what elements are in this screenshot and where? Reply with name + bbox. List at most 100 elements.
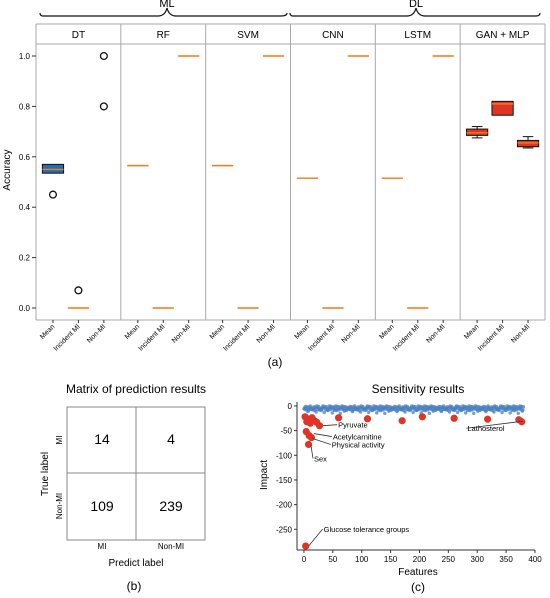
x-tick-label: Mean [294, 323, 311, 340]
dl-group-brace [289, 7, 541, 17]
facet-title: CNN [322, 30, 344, 41]
matrix-cell-mi-nonmi: 4 [167, 431, 175, 447]
annotation-arrow [313, 433, 332, 437]
feature-point [521, 408, 525, 412]
x-tick-label: Mean [209, 323, 226, 340]
x-tick-label: Non-MI [425, 323, 446, 344]
facet-title: RF [157, 30, 170, 41]
y-tick-label: 0.8 [19, 102, 31, 111]
facet-title: LSTM [404, 30, 431, 41]
x-tick-label: Mean [39, 323, 56, 340]
feature-point [375, 411, 379, 415]
feature-point [411, 410, 415, 415]
highlight-point [418, 413, 426, 421]
panel-a-label: (a) [268, 355, 283, 369]
x-tick-label: Non-MI [256, 323, 277, 344]
y-tick-label: 0.0 [19, 304, 31, 313]
x-tick-label: 150 [384, 555, 398, 564]
annotation-arrow [310, 445, 314, 459]
scatter-ylabel: Impact [259, 460, 270, 490]
facet-title: GAN + MLP [476, 30, 530, 41]
feature-point [366, 410, 371, 415]
feature-point [463, 411, 468, 415]
x-tick-label: Incident MI [53, 323, 82, 352]
feature-point [427, 411, 431, 416]
annotation-arrow [466, 420, 523, 429]
y-tick-label: 0.6 [19, 153, 31, 162]
panel-b-confusion-matrix: Matrix of prediction results 14 4 109 23… [40, 382, 206, 593]
x-tick-label: Incident MI [222, 323, 251, 352]
annotation-label: Pyruvate [338, 421, 368, 430]
outlier-point [74, 286, 83, 295]
highlight-point [302, 542, 310, 550]
matrix-title: Matrix of prediction results [66, 382, 206, 396]
scatter-title: Sensitivity results [372, 382, 465, 396]
panel-c-sensitivity-scatter: Sensitivity results 0 50 100 150 200 250 300 35… [259, 382, 542, 594]
x-tick-label: Incident MI [392, 323, 421, 352]
annotation-label: Acetylcarnitine [333, 433, 382, 442]
matrix-cell-mi-mi: 14 [94, 431, 110, 447]
y-tick-label: 0.2 [19, 254, 31, 263]
feature-point [455, 410, 460, 415]
facet-title: DT [72, 30, 85, 41]
highlight-point [307, 433, 316, 442]
x-tick-label: Incident MI [477, 323, 506, 352]
highlight-point [518, 418, 526, 426]
highlight-point [450, 414, 458, 422]
annotation-label: Lathosterol [467, 424, 504, 433]
feature-point [358, 410, 363, 414]
annotation-label: Glucose tolerance groups [324, 525, 410, 534]
feature-point [516, 411, 520, 416]
y-tick-label: -250 [276, 525, 293, 534]
x-tick-label: Non-MI [86, 323, 107, 344]
x-tick-label: 350 [499, 555, 513, 564]
highlight-point [304, 440, 313, 449]
feature-point [314, 410, 318, 414]
y-tick-label: 0.4 [19, 203, 31, 212]
x-tick-label: Incident MI [307, 323, 336, 352]
x-tick-label: 250 [442, 555, 456, 564]
matrix-col-label-mi: MI [98, 542, 107, 551]
feature-point [492, 410, 496, 414]
x-tick-label: Mean [124, 323, 141, 340]
feature-point [521, 405, 526, 409]
box [491, 100, 514, 116]
outlier-point [99, 51, 108, 61]
y-tick-label: -100 [276, 451, 293, 460]
outlier-point [48, 190, 58, 199]
outlier-point [99, 102, 108, 111]
annotation-arrow [323, 424, 338, 427]
y-tick-label: 0 [288, 402, 293, 411]
y-axis-label: Accuracy [2, 149, 13, 190]
feature-point [383, 411, 387, 416]
ml-group-brace [39, 7, 288, 17]
x-tick-label: Non-MI [510, 323, 531, 344]
y-tick-label: -150 [276, 476, 293, 485]
panel-b-label: (b) [127, 579, 142, 593]
feature-point [330, 411, 334, 415]
facet-title: SVM [237, 30, 259, 41]
matrix-ylabel: True label [40, 452, 51, 496]
x-tick-label: Mean [378, 323, 395, 340]
matrix-col-label-nonmi: Non-MI [158, 542, 184, 551]
feature-point [508, 411, 512, 415]
feature-point [500, 410, 504, 415]
annotation-label: Physical activity [332, 441, 385, 450]
highlight-point [484, 415, 492, 423]
x-tick-label: Incident MI [137, 323, 166, 352]
x-tick-label: 400 [528, 555, 542, 564]
panel-a-boxplots: ML DL Accuracy 0.0 0.2 0.4 0.6 0.8 1.0 DT Mean… [2, 0, 546, 369]
x-tick-label: 100 [355, 555, 369, 564]
ml-group-label: ML [159, 0, 174, 10]
matrix-cell-nonmi-mi: 109 [90, 498, 114, 514]
highlight-point [363, 415, 372, 423]
x-tick-label: 50 [328, 555, 337, 564]
x-tick-label: Mean [463, 323, 480, 340]
x-tick-label: 0 [302, 555, 307, 564]
feature-point [472, 411, 476, 416]
